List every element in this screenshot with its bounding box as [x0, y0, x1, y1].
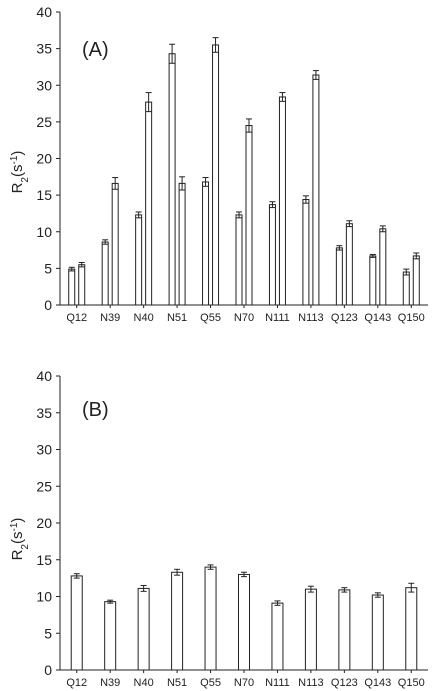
bar [178, 182, 186, 306]
y-tick-label: 5 [44, 260, 52, 276]
bar [278, 96, 286, 306]
bar [268, 204, 276, 306]
panel-a-y-axis-label: R2(s-1) [9, 151, 31, 194]
chart-panel-a: (A) R2(s-1) 0 5 10 15 20 25 30 35 40 Q12 N39 N40 N51… [9, 4, 428, 324]
x-tick-label: Q55 [200, 312, 221, 324]
bar [70, 575, 83, 671]
x-tick-label: N113 [298, 677, 323, 689]
panel-a-ylabel-rest: (s [9, 165, 26, 178]
y-tick-label: 0 [44, 297, 52, 313]
bar [235, 214, 243, 306]
x-tick-label: Q143 [364, 312, 391, 324]
y-tick-label: 10 [36, 224, 52, 240]
bar [171, 571, 184, 671]
x-tick-label: N111 [265, 312, 290, 324]
panel-b-ylabel-sup: -1 [9, 522, 20, 531]
y-tick-label: 30 [36, 77, 52, 93]
bar [202, 181, 210, 306]
x-tick-label: N70 [234, 312, 254, 324]
x-tick-label: Q12 [66, 312, 87, 324]
bar [145, 101, 153, 306]
y-tick-label: 5 [44, 625, 52, 641]
bar [78, 264, 86, 306]
x-tick-label: N39 [100, 677, 120, 689]
bar [379, 228, 387, 306]
bar [68, 268, 76, 306]
bar [412, 255, 420, 306]
x-tick-label: Q12 [66, 677, 87, 689]
y-tick-label: 40 [36, 4, 52, 20]
y-tick-label: 15 [36, 552, 52, 568]
y-tick-label: 10 [36, 589, 52, 605]
bar [212, 44, 220, 306]
y-tick-label: 35 [36, 405, 52, 421]
y-tick-label: 30 [36, 442, 52, 458]
bar [135, 214, 143, 306]
bar [371, 594, 384, 671]
x-tick-label: N111 [265, 677, 290, 689]
bar [238, 573, 250, 671]
bar [402, 271, 410, 306]
x-tick-label: N51 [167, 677, 187, 689]
y-tick-label: 20 [36, 151, 52, 167]
panel-a-ylabel-sub: 2 [20, 177, 31, 183]
panel-a-ylabel-sup: -1 [9, 155, 20, 164]
y-tick-label: 0 [44, 662, 52, 678]
bar [304, 588, 317, 671]
panel-b-ylabel-rest: (s [9, 532, 26, 545]
chart-panel-b: (B) R2(s-1) 0 5 10 15 20 25 30 35 40 Q12 N39 N40 N51… [9, 368, 428, 689]
panel-b-y-axis-label: R2(s-1) [9, 518, 31, 561]
x-tick-label: Q150 [398, 312, 425, 324]
x-tick-label: N70 [234, 677, 254, 689]
x-tick-label: N40 [134, 312, 154, 324]
bar [369, 255, 377, 306]
x-tick-label: Q150 [398, 677, 425, 689]
bar [338, 589, 351, 671]
y-tick-label: 20 [36, 515, 52, 531]
x-tick-label: N39 [100, 312, 120, 324]
bar [111, 182, 119, 306]
panel-a-ylabel-main: R [9, 182, 26, 193]
panel-b-ylabel-sub: 2 [20, 544, 31, 550]
bar [271, 602, 284, 671]
bar [104, 601, 117, 671]
y-tick-label: 25 [36, 114, 52, 130]
x-tick-label: Q143 [364, 677, 391, 689]
y-tick-label: 25 [36, 478, 52, 494]
bar [168, 53, 176, 306]
x-tick-label: Q123 [331, 312, 358, 324]
x-tick-label: Q123 [331, 677, 358, 689]
y-tick-label: 35 [36, 41, 52, 57]
panel-b-ylabel-main: R [9, 549, 26, 560]
x-tick-label: N40 [134, 677, 154, 689]
bar [302, 199, 310, 306]
panel-b-label: (B) [82, 399, 109, 421]
bar [312, 74, 320, 306]
bar [204, 566, 217, 671]
x-tick-label: Q55 [200, 677, 221, 689]
y-tick-label: 40 [36, 368, 52, 384]
bar [101, 241, 109, 306]
bar [335, 247, 343, 306]
x-tick-label: N51 [167, 312, 187, 324]
x-tick-label: N113 [298, 312, 323, 324]
panel-b-ylabel-close: ) [9, 518, 26, 523]
panel-a-ylabel-close: ) [9, 151, 26, 156]
bar [245, 125, 253, 306]
panel-a-label: (A) [82, 39, 109, 61]
bar [405, 587, 418, 671]
bar [137, 587, 150, 671]
bar [345, 223, 353, 306]
y-tick-label: 15 [36, 187, 52, 203]
